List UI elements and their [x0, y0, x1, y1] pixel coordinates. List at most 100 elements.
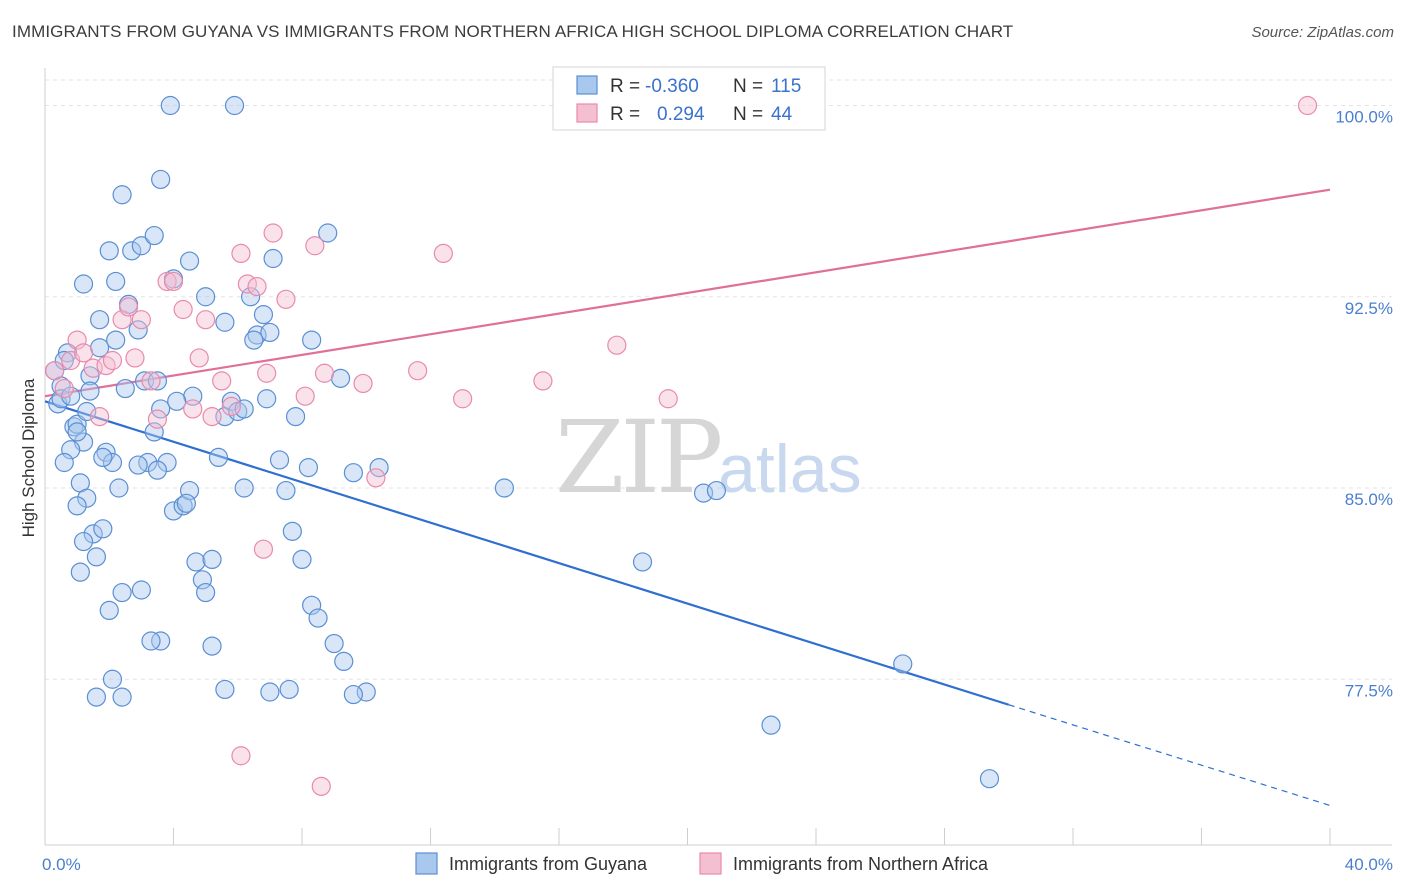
point-northern-africa: [157, 271, 177, 292]
point-guyana: [302, 330, 322, 350]
point-guyana: [157, 452, 177, 473]
point-northern-africa: [314, 363, 335, 383]
point-northern-africa: [247, 276, 267, 297]
point-guyana: [215, 679, 235, 700]
point-guyana: [99, 241, 119, 261]
point-northern-africa: [131, 310, 151, 330]
point-guyana: [67, 496, 87, 516]
point-northern-africa: [90, 407, 110, 427]
point-guyana: [102, 452, 123, 473]
point-guyana: [632, 552, 653, 572]
point-guyana: [269, 450, 290, 470]
point-northern-africa: [533, 371, 553, 391]
point-guyana: [99, 600, 119, 621]
legend-n-label-1: N =: [733, 76, 763, 97]
point-guyana: [77, 488, 97, 508]
point-guyana: [196, 287, 216, 307]
point-guyana: [64, 417, 84, 437]
point-guyana: [324, 633, 344, 654]
point-guyana: [147, 371, 168, 391]
point-guyana: [93, 447, 113, 467]
point-guyana: [257, 389, 277, 409]
legend-n-value-2: 44: [771, 104, 793, 125]
gridlines: [45, 79, 1392, 680]
point-northern-africa: [196, 310, 216, 330]
legend-r-value-2: 0.294: [657, 104, 705, 125]
point-northern-africa: [311, 776, 331, 796]
point-northern-africa: [125, 348, 145, 368]
watermark-zip: ZIP: [555, 399, 720, 516]
point-guyana: [106, 330, 126, 350]
trend-line-northern-africa: [44, 188, 1331, 398]
point-northern-africa: [658, 389, 678, 409]
point-guyana: [83, 524, 103, 544]
point-guyana: [93, 519, 113, 539]
point-northern-africa: [189, 348, 209, 368]
point-guyana: [343, 684, 363, 705]
point-northern-africa: [118, 297, 139, 317]
point-guyana: [176, 493, 196, 513]
point-northern-africa: [607, 335, 627, 355]
point-guyana: [208, 447, 229, 467]
data-points: [45, 95, 1318, 796]
point-guyana: [112, 185, 132, 205]
point-northern-africa: [73, 343, 94, 363]
point-guyana: [234, 478, 254, 498]
point-guyana: [167, 391, 187, 411]
point-guyana: [86, 547, 107, 567]
point-guyana: [131, 580, 151, 600]
legend-r-label-1: R =: [610, 76, 640, 97]
point-guyana: [253, 305, 274, 325]
point-guyana: [334, 651, 354, 672]
point-northern-africa: [183, 399, 203, 419]
point-guyana: [276, 480, 296, 501]
legend-n-value-1: 115: [771, 76, 801, 97]
point-northern-africa: [366, 468, 386, 488]
point-northern-africa: [453, 389, 473, 409]
point-northern-africa: [408, 361, 428, 381]
point-guyana: [318, 223, 338, 243]
legend-swatch-guyana: [576, 75, 598, 95]
point-northern-africa: [231, 746, 251, 766]
bottom-legend-swatch-guyana: [415, 852, 438, 875]
point-guyana: [86, 687, 107, 707]
legend-n-label-2: N =: [733, 104, 763, 125]
point-northern-africa: [163, 271, 184, 292]
point-northern-africa: [433, 243, 453, 263]
point-guyana: [298, 458, 319, 478]
point-northern-africa: [54, 378, 74, 399]
point-guyana: [102, 669, 123, 689]
point-guyana: [109, 478, 129, 498]
point-guyana: [96, 442, 116, 462]
point-guyana: [73, 531, 94, 552]
point-guyana: [61, 386, 81, 406]
x-tick-label: 40.0%: [1345, 855, 1393, 874]
point-northern-africa: [231, 243, 251, 263]
point-guyana: [80, 381, 100, 401]
y-tick-label: 92.5%: [1345, 299, 1393, 318]
point-northern-africa: [202, 407, 222, 427]
point-guyana: [260, 322, 280, 343]
point-guyana: [106, 271, 126, 292]
point-guyana: [761, 715, 781, 735]
point-guyana: [263, 248, 283, 269]
point-guyana: [70, 562, 90, 582]
point-guyana: [160, 95, 180, 116]
x-tick-label: 0.0%: [42, 855, 81, 874]
point-guyana: [285, 407, 306, 427]
point-northern-africa: [253, 539, 274, 559]
point-guyana: [893, 654, 913, 674]
point-guyana: [224, 95, 245, 116]
point-northern-africa: [45, 361, 65, 381]
point-northern-africa: [96, 356, 116, 376]
trend-lines: [44, 188, 1331, 807]
point-guyana: [202, 636, 222, 656]
point-guyana: [144, 225, 164, 246]
point-guyana: [151, 631, 171, 651]
point-guyana: [244, 330, 264, 350]
bottom-legend-label-guyana: Immigrants from Guyana: [449, 854, 648, 874]
point-guyana: [54, 350, 74, 371]
point-guyana: [122, 241, 142, 261]
point-northern-africa: [147, 409, 168, 429]
point-guyana: [54, 452, 74, 473]
